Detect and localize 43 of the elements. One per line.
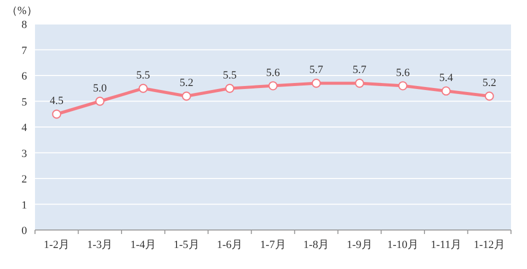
x-tick-label: 1-7月 [260, 239, 286, 251]
data-label: 5.0 [93, 82, 108, 94]
data-label: 5.2 [180, 77, 194, 90]
x-tick-label: 1-4月 [130, 239, 156, 251]
x-tick-label: 1-10月 [387, 239, 418, 251]
data-label: 5.6 [266, 66, 280, 79]
x-tick-label: 1-3月 [87, 239, 113, 251]
y-tick-label: 5 [22, 96, 28, 108]
point [268, 81, 278, 90]
point [138, 84, 148, 93]
point [95, 96, 105, 106]
x-tick-label: 1-11月 [430, 239, 462, 251]
point [484, 92, 494, 101]
point [398, 81, 408, 90]
point [354, 78, 364, 88]
point [441, 86, 451, 96]
data-label: 5.7 [352, 64, 367, 76]
data-label: 5.4 [439, 72, 454, 84]
y-tick-label: 0 [22, 225, 28, 237]
y-axis-title: （%） [6, 5, 38, 17]
y-tick-label: 6 [22, 70, 28, 82]
point [52, 110, 62, 119]
x-tick-label: 1-9月 [346, 239, 372, 251]
y-tick-label: 8 [22, 19, 28, 31]
y-tick-label: 4 [22, 122, 28, 134]
y-tick-label: 1 [22, 199, 27, 212]
x-tick-label: 1-5月 [174, 239, 200, 251]
data-label: 5.5 [222, 69, 238, 82]
data-label: 5.2 [482, 77, 496, 90]
point [182, 92, 192, 101]
x-tick-label: 1-12月 [474, 239, 505, 251]
y-tick-label: 3 [22, 148, 28, 160]
y-tick-label: 2 [22, 174, 27, 186]
x-tick-label: 1-2月 [44, 239, 70, 251]
point [312, 78, 321, 88]
point [225, 84, 234, 93]
y-tick-label: 7 [22, 44, 28, 57]
x-tick-label: 1-6月 [216, 239, 243, 251]
x-tick-label: 1-8月 [303, 239, 330, 251]
data-label: 5.6 [396, 66, 410, 79]
data-label: 5.7 [309, 64, 324, 76]
data-label: 4.5 [50, 95, 64, 108]
data-label: 5.5 [136, 69, 151, 82]
